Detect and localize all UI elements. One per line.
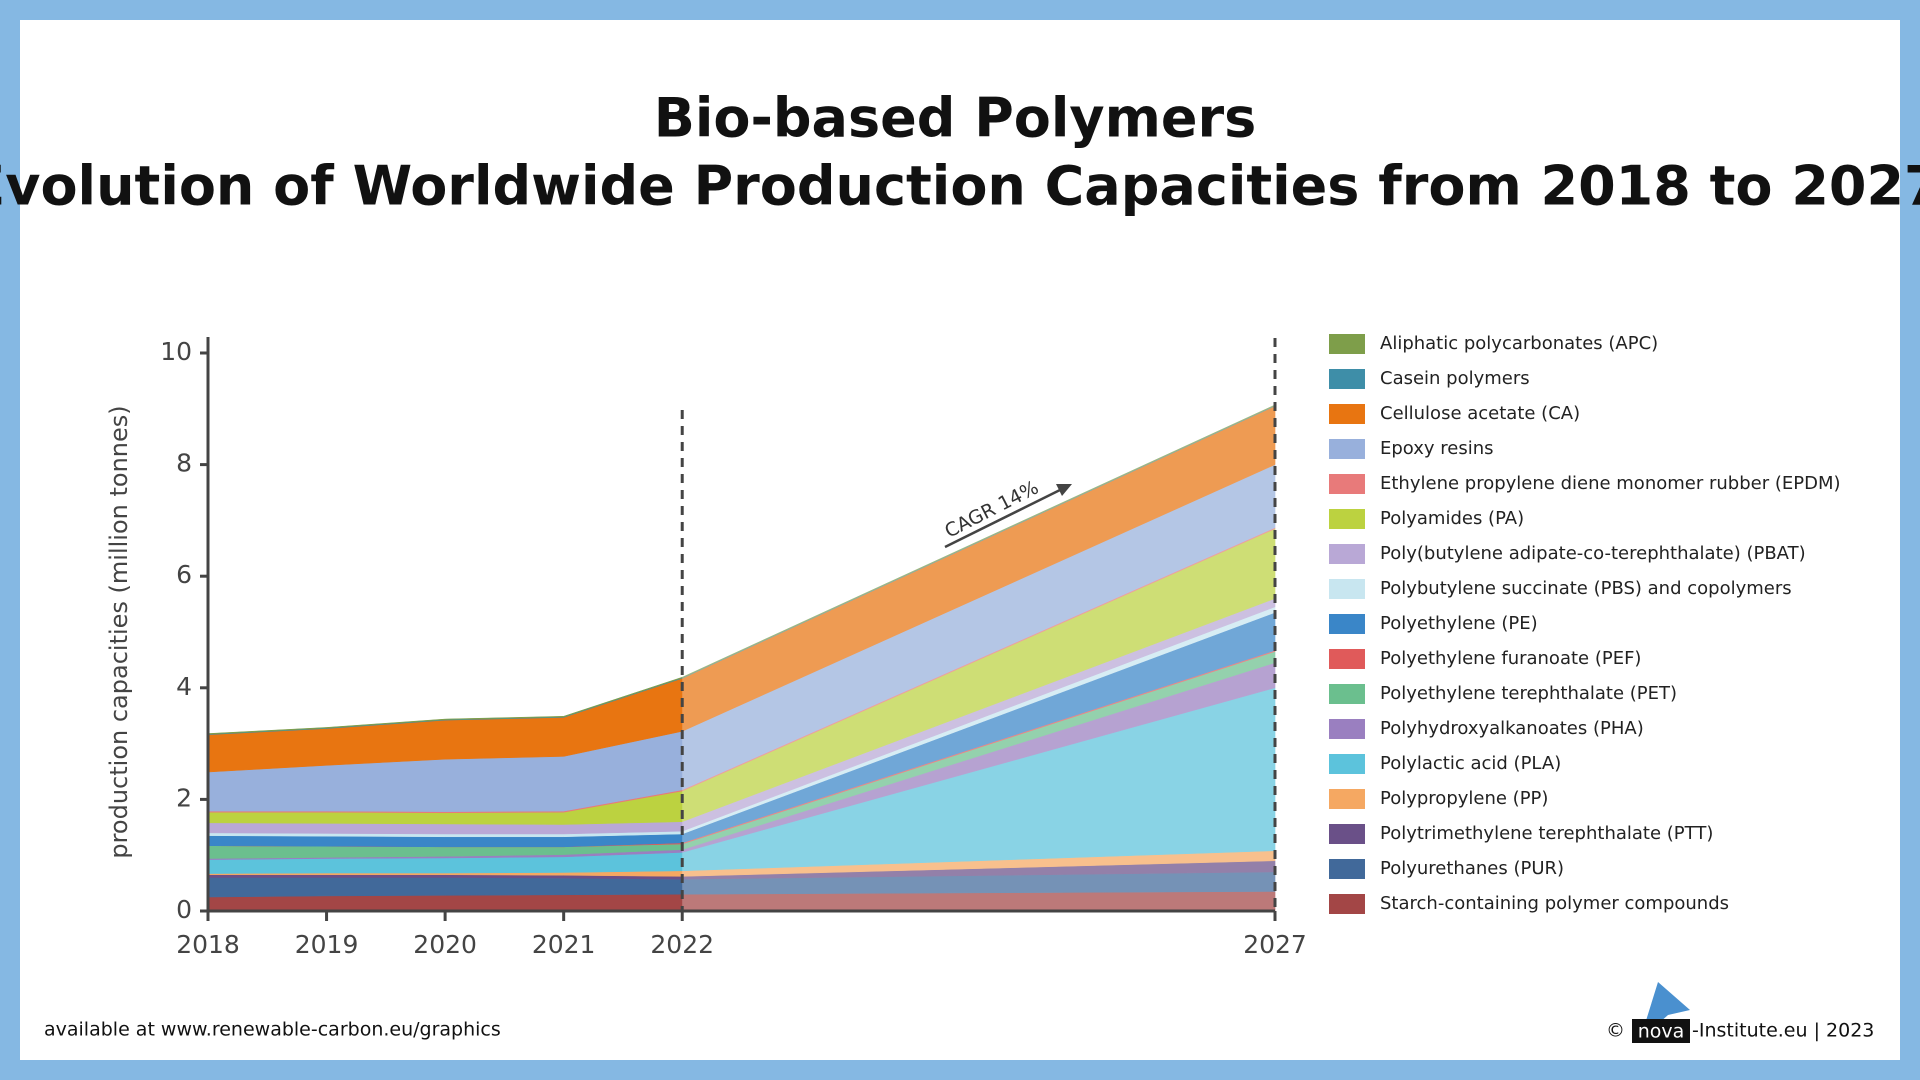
legend-label: Polypropylene (PP) bbox=[1380, 788, 1548, 809]
y-tick-label: 10 bbox=[160, 337, 192, 366]
copyright-symbol: © bbox=[1606, 1020, 1625, 1042]
legend-swatch bbox=[1329, 719, 1365, 739]
legend-swatch bbox=[1329, 754, 1365, 774]
x-tick-label: 2021 bbox=[532, 930, 596, 959]
legend-label: Casein polymers bbox=[1380, 368, 1530, 389]
legend-swatch bbox=[1329, 509, 1365, 529]
legend-swatch bbox=[1329, 334, 1365, 354]
legend-swatch bbox=[1329, 824, 1365, 844]
legend-swatch bbox=[1329, 439, 1365, 459]
cagr-arrowhead bbox=[1056, 484, 1072, 496]
legend-swatch bbox=[1329, 684, 1365, 704]
credit-text: -Institute.eu | 2023 bbox=[1692, 1020, 1874, 1042]
legend-swatch bbox=[1329, 859, 1365, 879]
legend-swatch bbox=[1329, 894, 1365, 914]
x-tick-label: 2027 bbox=[1243, 930, 1307, 959]
x-tick-label: 2020 bbox=[413, 930, 477, 959]
legend-label: Poly(butylene adipate-co-terephthalate) … bbox=[1380, 543, 1806, 564]
x-tick-label: 2019 bbox=[295, 930, 359, 959]
legend-label: Polyethylene (PE) bbox=[1380, 613, 1538, 634]
legend-label: Polytrimethylene terephthalate (PTT) bbox=[1380, 823, 1713, 844]
legend-swatch bbox=[1329, 369, 1365, 389]
legend-label: Aliphatic polycarbonates (APC) bbox=[1380, 333, 1658, 354]
x-tick-label: 2018 bbox=[176, 930, 240, 959]
legend-label: Polyamides (PA) bbox=[1380, 508, 1524, 529]
y-tick-label: 8 bbox=[176, 449, 192, 478]
legend-label: Cellulose acetate (CA) bbox=[1380, 403, 1580, 424]
forecast-overlay bbox=[682, 333, 1275, 911]
legend-label: Epoxy resins bbox=[1380, 438, 1494, 459]
x-tick-label: 2022 bbox=[650, 930, 714, 959]
y-axis-label: production capacities (million tonnes) bbox=[105, 405, 133, 858]
logo-box bbox=[1632, 1019, 1690, 1043]
cagr-arrow bbox=[944, 487, 1063, 549]
legend-swatch bbox=[1329, 544, 1365, 564]
legend-swatch bbox=[1329, 789, 1365, 809]
legend-swatch bbox=[1329, 614, 1365, 634]
y-tick-label: 0 bbox=[176, 895, 192, 924]
legend-swatch bbox=[1329, 404, 1365, 424]
y-tick-label: 6 bbox=[176, 560, 192, 589]
y-tick-label: 4 bbox=[176, 672, 192, 701]
legend-label: Polyethylene terephthalate (PET) bbox=[1380, 683, 1677, 704]
chart-title: Bio-based Polymers bbox=[654, 87, 1257, 150]
legend-swatch bbox=[1329, 579, 1365, 599]
legend-label: Polybutylene succinate (PBS) and copolym… bbox=[1380, 578, 1792, 599]
legend-label: Starch-containing polymer compounds bbox=[1380, 893, 1729, 914]
source-note: available at www.renewable-carbon.eu/gra… bbox=[44, 1019, 501, 1041]
legend-label: Ethylene propylene diene monomer rubber … bbox=[1380, 473, 1841, 494]
legend-swatch bbox=[1329, 474, 1365, 494]
chart-subtitle: Evolution of Worldwide Production Capaci… bbox=[0, 155, 1920, 218]
legend-label: Polyhydroxyalkanoates (PHA) bbox=[1380, 718, 1644, 739]
y-tick-label: 2 bbox=[176, 783, 192, 812]
legend-label: Polylactic acid (PLA) bbox=[1380, 753, 1561, 774]
logo-text: nova bbox=[1638, 1021, 1685, 1043]
legend-label: Polyethylene furanoate (PEF) bbox=[1380, 648, 1641, 669]
legend-label: Polyurethanes (PUR) bbox=[1380, 858, 1564, 879]
legend-swatch bbox=[1329, 649, 1365, 669]
